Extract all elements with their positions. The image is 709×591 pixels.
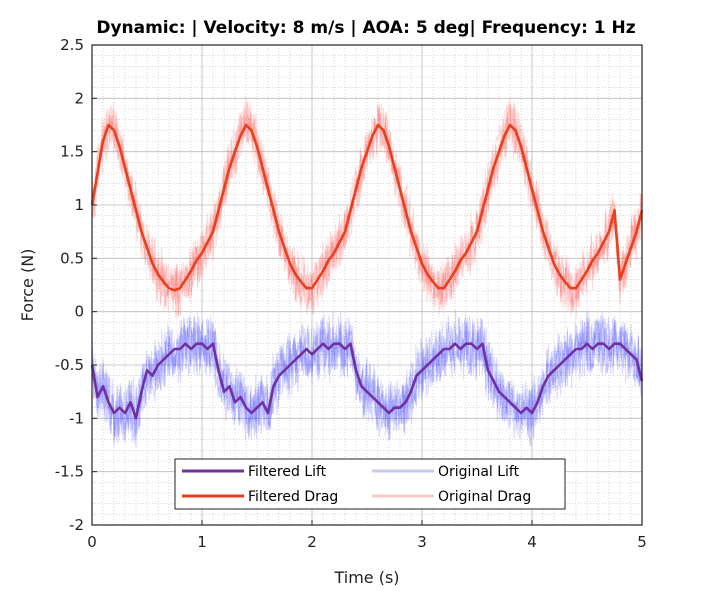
y-tick-label: 0.5 <box>60 249 84 267</box>
y-tick-label: -1 <box>69 409 84 427</box>
series-original-original-drag <box>91 101 643 318</box>
series-original-original-lift <box>91 312 643 441</box>
series-original-original-lift <box>91 312 643 444</box>
filtered-series-group <box>90 123 644 420</box>
series-original-original-drag <box>91 102 643 320</box>
series-filtered-lift <box>90 342 644 420</box>
series-original-original-lift <box>91 310 643 447</box>
legend-label-original-drag: Original Drag <box>438 489 531 505</box>
legend-label-original-lift: Original Lift <box>438 464 520 480</box>
chart-title: Dynamic: | Velocity: 8 m/s | AOA: 5 deg|… <box>96 18 635 38</box>
series-original-original-lift <box>91 309 643 447</box>
y-tick-label: 1 <box>74 196 84 214</box>
y-tick-label: 1.5 <box>60 143 84 161</box>
y-tick-label: -1.5 <box>55 463 84 481</box>
y-tick-label: -2 <box>69 516 84 534</box>
x-tick-label: 2 <box>307 533 317 551</box>
y-tick-label: -0.5 <box>55 356 84 374</box>
series-filtered-drag <box>90 123 644 292</box>
legend-label-filtered-drag: Filtered Drag <box>248 489 338 505</box>
x-tick-label: 5 <box>637 533 647 551</box>
axis-ticks: 0 1 2 3 4 5 -2 -1.5 -1 -0.5 0 0.5 1 1.5 2 2.5 <box>55 36 647 551</box>
y-axis-label: Force (N) <box>18 249 37 322</box>
y-tick-label: 2 <box>74 89 84 107</box>
legend: Filtered Lift Original Lift Filtered Dra… <box>174 458 566 510</box>
x-tick-label: 3 <box>417 533 427 551</box>
x-tick-label: 1 <box>197 533 207 551</box>
x-tick-label: 0 <box>87 533 97 551</box>
plot-frame <box>91 44 643 526</box>
y-tick-label: 2.5 <box>60 36 84 54</box>
series-original-original-drag <box>91 97 643 318</box>
y-tick-label: 0 <box>74 303 84 321</box>
x-axis-label: Time (s) <box>333 568 399 587</box>
x-tick-label: 4 <box>527 533 537 551</box>
legend-box <box>174 458 566 510</box>
legend-label-filtered-lift: Filtered Lift <box>248 464 327 480</box>
